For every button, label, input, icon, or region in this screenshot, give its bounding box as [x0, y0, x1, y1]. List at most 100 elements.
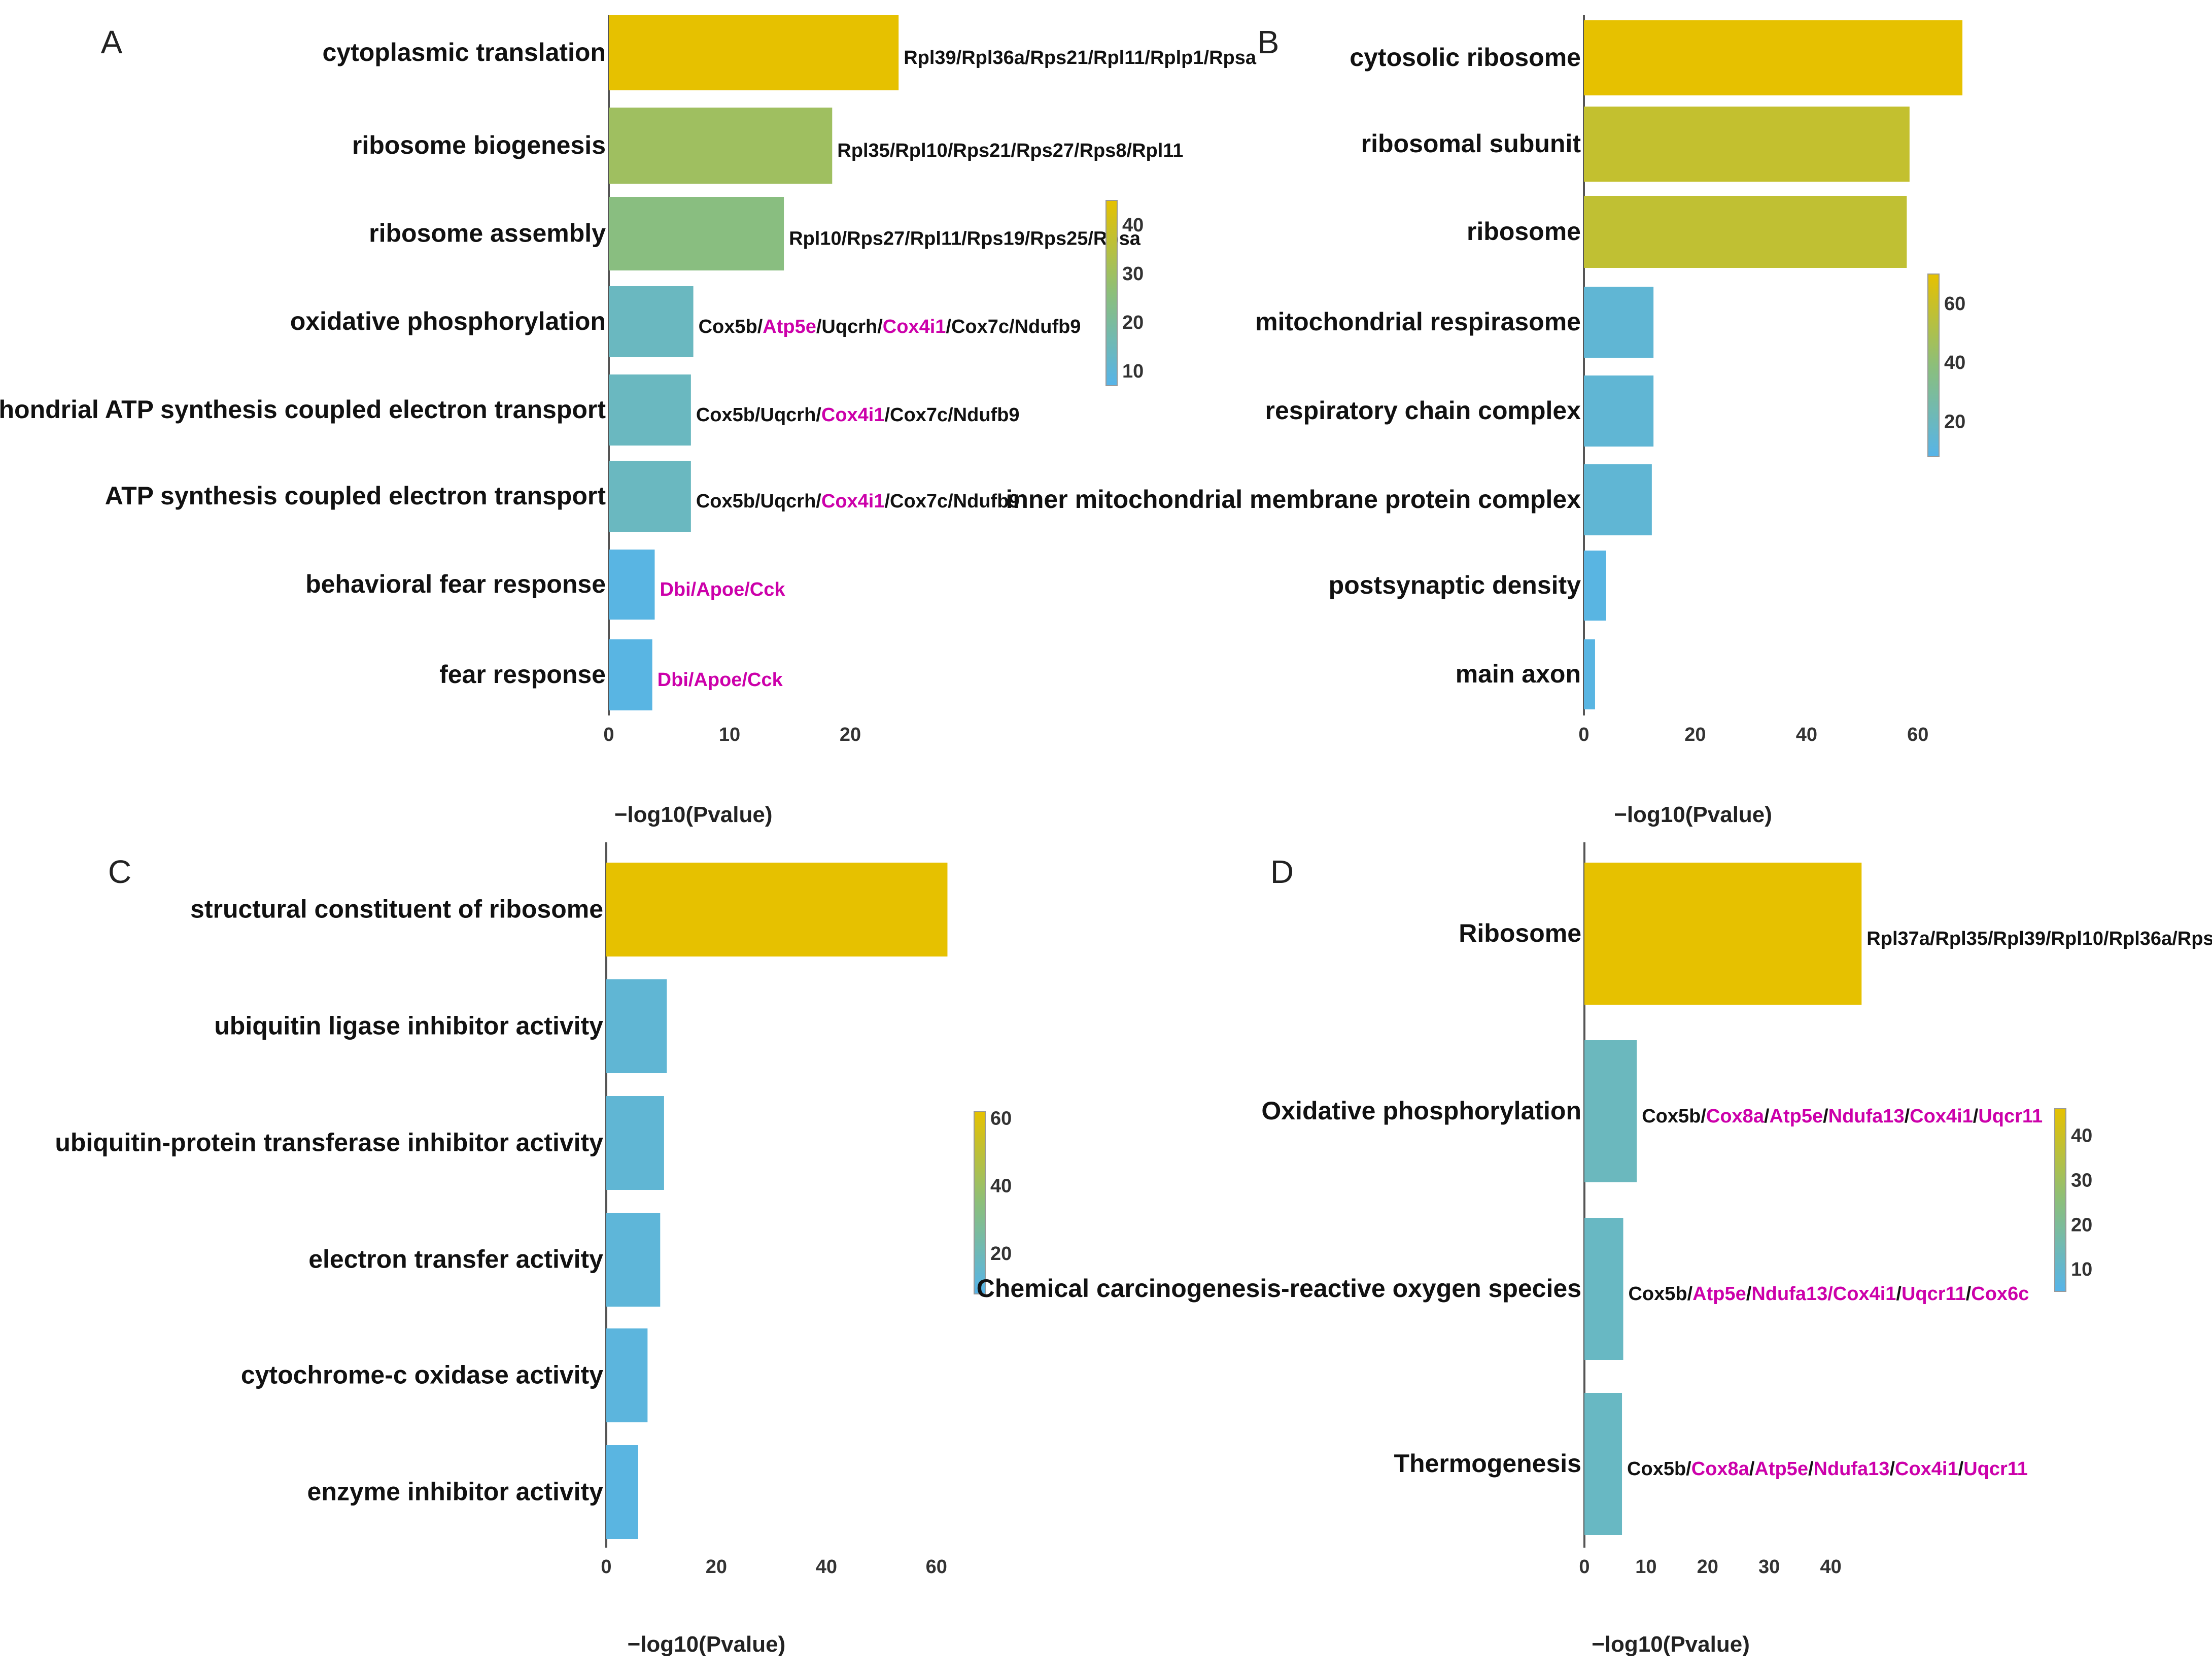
x-tick-label: 20	[1697, 1556, 1718, 1578]
category-label: ribosome	[1467, 217, 1581, 246]
category-label: enzyme inhibitor activity	[307, 1478, 604, 1506]
gene-segment: Cox8a	[1706, 1106, 1765, 1127]
x-tick-label: 30	[1758, 1556, 1780, 1578]
category-label: ATP synthesis coupled electron transport	[105, 482, 606, 510]
category-label: fear response	[439, 660, 606, 689]
gene-segment: Cox6c	[1971, 1283, 2029, 1305]
bar	[1584, 551, 1606, 621]
colorbar-tick-label: 60	[1944, 293, 1965, 315]
gene-segment: Rpl10/Rps27/Rpl11/Rps19/Rps25/Rpsa	[789, 228, 1141, 250]
bar	[1584, 1393, 1622, 1535]
colorbar-tick-label: 40	[2071, 1125, 2092, 1147]
x-axis-label: −log10(Pvalue)	[628, 1632, 786, 1657]
colorbar-tick-label: 10	[2071, 1259, 2092, 1280]
gene-segment: Uqcr11	[1963, 1458, 2028, 1480]
bar	[609, 374, 691, 446]
gene-list: Dbi/Apoe/Cck	[660, 579, 785, 600]
bar	[1584, 375, 1654, 447]
category-label: ribosome assembly	[369, 219, 606, 248]
colorbar-tick-label: 20	[1944, 411, 1965, 432]
category-label: main axon	[1456, 660, 1581, 688]
category-label: structural constituent of ribosome	[190, 895, 603, 924]
gene-segment: /	[1889, 1458, 1895, 1480]
gene-segment: /	[1905, 1106, 1910, 1127]
category-label: cytosolic ribosome	[1350, 43, 1581, 72]
gene-list: Rpl10/Rps27/Rpl11/Rps19/Rps25/Rpsa	[789, 228, 1141, 250]
bar	[1584, 20, 1963, 95]
gene-list: Rpl37a/Rpl35/Rpl39/Rpl10/Rpl36a/Rps21	[1867, 928, 2212, 949]
panel-label: D	[1270, 853, 1294, 890]
category-label: Thermogenesis	[1394, 1449, 1581, 1478]
x-tick-label: 40	[1820, 1556, 1841, 1578]
bar	[1584, 287, 1654, 358]
gene-segment: Uqcr11	[1978, 1106, 2043, 1127]
category-label: respiratory chain complex	[1265, 396, 1581, 425]
gene-segment: Ndufa13	[1814, 1458, 1890, 1480]
colorbar-tick-label: 40	[1122, 215, 1144, 236]
bar	[606, 1096, 664, 1190]
colorbar-tick-label: 10	[1122, 361, 1144, 382]
bar	[606, 979, 667, 1073]
gene-segment: Uqcr11	[1902, 1283, 1966, 1305]
category-label: inner mitochondrial membrane protein com…	[1006, 485, 1581, 514]
category-label: mitochondrial ATP synthesis coupled elec…	[0, 395, 606, 424]
gene-list: Cox5b/Atp5e/Uqcrh/Cox4i1/Cox7c/Ndufb9	[699, 316, 1081, 337]
gene-segment: /	[1764, 1106, 1770, 1127]
x-tick-label: 20	[1684, 724, 1706, 745]
x-tick-label: 40	[1796, 724, 1817, 745]
panel-d: D Ribosome Rpl37a/Rpl35/Rpl39/Rpl10/Rpl36a…	[977, 842, 2212, 1657]
gene-segment: Dbi/Apoe/Cck	[658, 669, 783, 691]
gene-segment: Cox4i1	[1895, 1458, 1958, 1480]
colorbar	[1927, 274, 1940, 457]
gene-segment: /Uqcrh/	[816, 316, 883, 337]
gene-segment: Atp5e	[1770, 1106, 1823, 1127]
gene-segment: Atp5e	[1692, 1283, 1746, 1305]
x-axis-label: −log10(Pvalue)	[1592, 1632, 1750, 1657]
gene-list: Dbi/Apoe/Cck	[658, 669, 783, 691]
bar	[609, 461, 691, 532]
colorbar	[1105, 200, 1118, 386]
colorbar-tick-label: 20	[990, 1243, 1012, 1265]
category-label: oxidative phosphorylation	[290, 307, 606, 335]
bar	[609, 108, 833, 184]
gene-segment: /Cox7c/Ndufb9	[885, 491, 1020, 512]
category-label: Oxidative phosphorylation	[1261, 1097, 1581, 1125]
x-tick-label: 0	[603, 724, 614, 745]
bar	[609, 286, 694, 357]
gene-segment: Cox5b/Uqcrh/	[696, 491, 821, 512]
x-tick-label: 60	[1907, 724, 1928, 745]
category-label: cytochrome-c oxidase activity	[241, 1361, 603, 1389]
gene-segment: /	[1823, 1106, 1828, 1127]
gene-segment: /Cox7c/Ndufb9	[946, 316, 1081, 337]
gene-segment: Atp5e	[763, 316, 816, 337]
gene-segment: /	[1896, 1283, 1902, 1305]
x-axis-label: −log10(Pvalue)	[1614, 802, 1772, 827]
gene-segment: Cox5b/	[1642, 1106, 1706, 1127]
category-label: ubiquitin ligase inhibitor activity	[214, 1012, 603, 1040]
gene-segment: Cox4i1	[883, 316, 946, 337]
gene-segment: Cox5b/	[699, 316, 763, 337]
bar	[1584, 107, 1910, 182]
gene-segment: /	[1808, 1458, 1814, 1480]
bar	[609, 550, 655, 620]
bar	[1584, 639, 1595, 709]
gene-segment: Dbi/Apoe/Cck	[660, 579, 785, 600]
gene-segment: Cox5b/	[1628, 1283, 1692, 1305]
category-label: electron transfer activity	[308, 1245, 603, 1274]
category-label: postsynaptic density	[1329, 571, 1581, 599]
x-tick-label: 20	[840, 724, 861, 745]
bar	[609, 639, 652, 710]
colorbar-tick-label: 30	[2071, 1170, 2092, 1191]
bar	[1584, 196, 1907, 268]
bar	[1584, 1040, 1637, 1182]
bar	[606, 863, 948, 956]
gene-segment: Cox8a	[1691, 1458, 1750, 1480]
x-axis-label: −log10(Pvalue)	[614, 802, 773, 827]
bar	[609, 15, 899, 90]
bar	[606, 1445, 638, 1539]
x-tick-label: 0	[1578, 724, 1589, 745]
